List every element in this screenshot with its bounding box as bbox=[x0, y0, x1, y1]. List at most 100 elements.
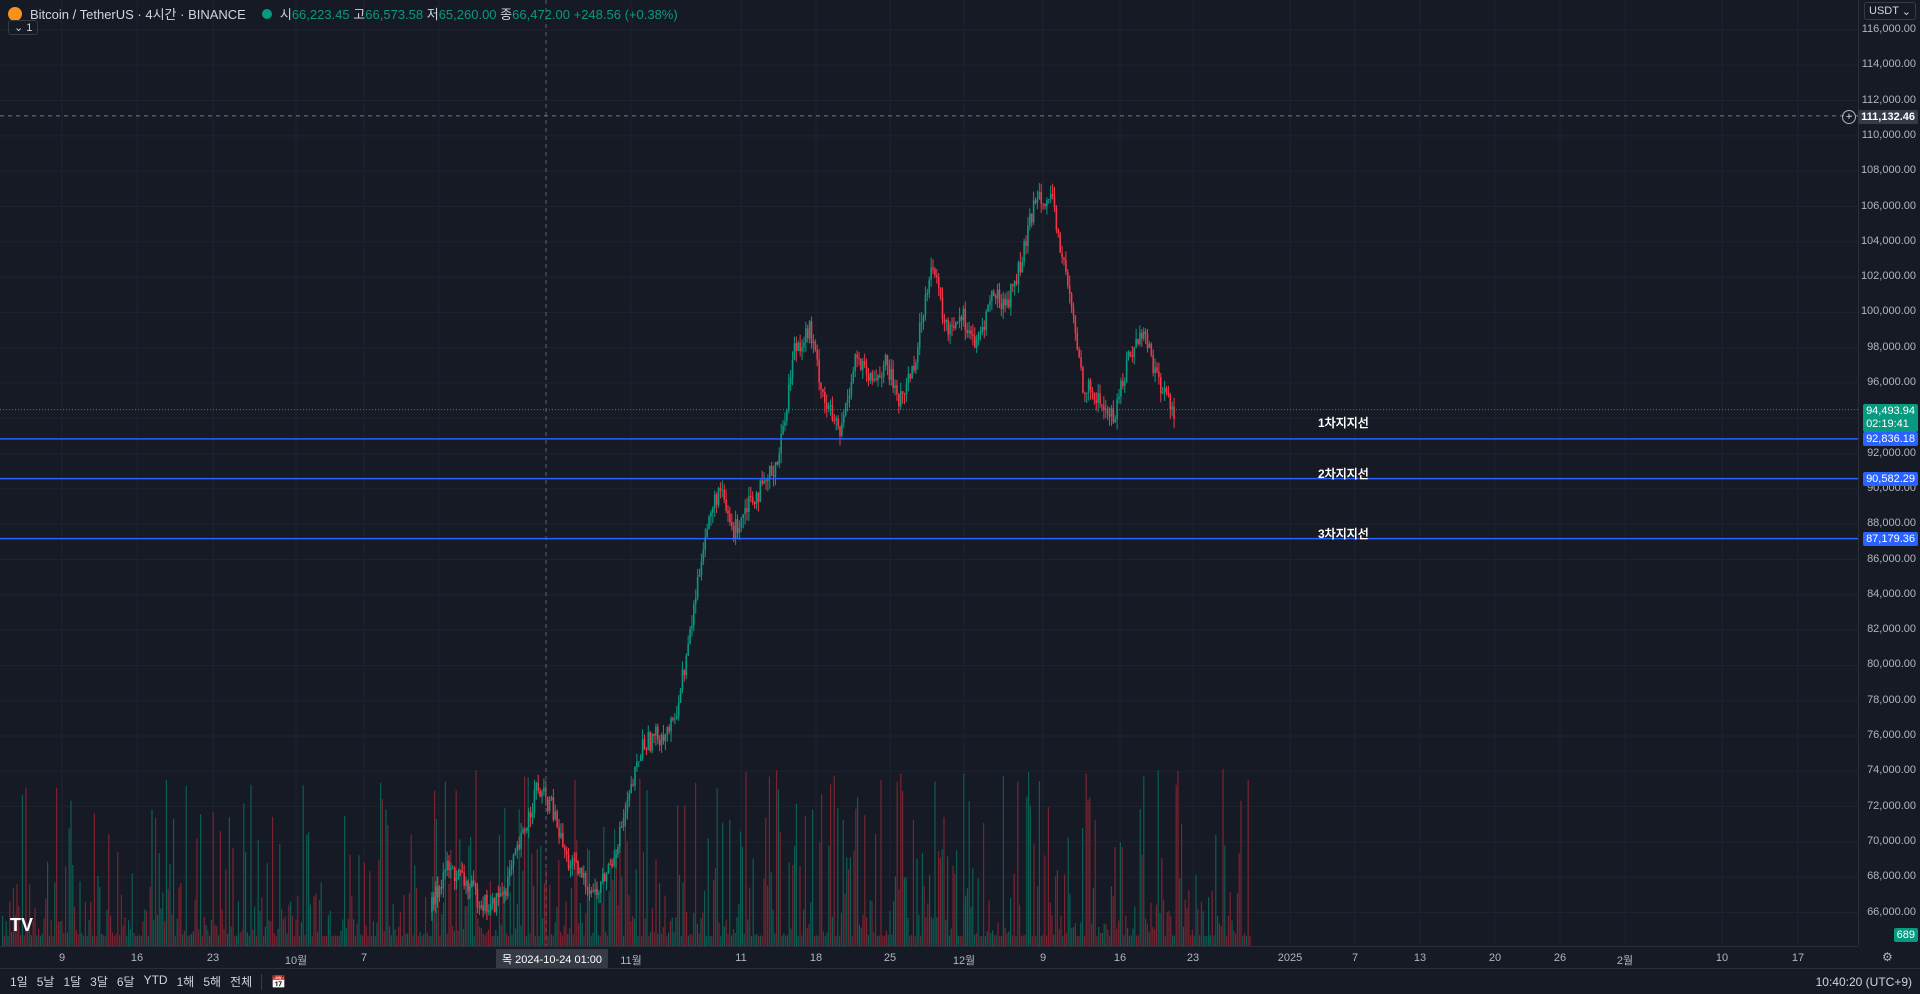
range-button[interactable]: 5날 bbox=[36, 975, 55, 989]
volume-bar bbox=[884, 935, 886, 946]
support-line-label[interactable]: 3차지지선 bbox=[1318, 526, 1369, 541]
volume-bar bbox=[606, 935, 608, 946]
volume-bar bbox=[1085, 773, 1087, 946]
volume-bar bbox=[403, 894, 405, 946]
range-button[interactable]: 1해 bbox=[176, 975, 195, 989]
clock[interactable]: 10:40:20 (UTC+9) bbox=[1815, 974, 1912, 989]
candle-body bbox=[719, 488, 722, 491]
volume-bar bbox=[763, 878, 765, 946]
time-tick: 18 bbox=[809, 952, 823, 964]
goto-date-icon[interactable]: 📅 bbox=[271, 974, 287, 989]
volume-bar bbox=[137, 935, 139, 946]
candle-body bbox=[799, 342, 801, 352]
price-tick: 102,000.00 bbox=[1860, 270, 1916, 283]
support-line-label[interactable]: 2차지지선 bbox=[1318, 466, 1369, 481]
candle-body bbox=[808, 321, 811, 339]
volume-bar bbox=[734, 933, 736, 946]
symbol-title[interactable]: Bitcoin / TetherUS · 4시간 · BINANCE bbox=[30, 7, 246, 22]
price-tick: 106,000.00 bbox=[1860, 199, 1916, 212]
volume-bar bbox=[128, 920, 130, 946]
volume-bar bbox=[48, 935, 50, 946]
time-axis[interactable]: 17 10 2월 26 20 13 7 2025 23 16 9 12월 25 18 11 11월 7 10월 23… bbox=[0, 946, 1858, 969]
volume-bar bbox=[464, 906, 466, 946]
range-button[interactable]: 5해 bbox=[203, 975, 222, 989]
collapse-indicators-button[interactable]: ⌄ 1 bbox=[8, 20, 39, 35]
candle-body bbox=[655, 726, 657, 736]
volume-bar bbox=[957, 935, 959, 946]
volume-bar bbox=[534, 935, 536, 946]
volume-bar bbox=[893, 901, 895, 946]
volume-bar bbox=[234, 935, 236, 946]
candle-body bbox=[898, 394, 900, 407]
candle-body bbox=[581, 867, 583, 878]
range-button[interactable]: 전체 bbox=[230, 975, 253, 989]
volume-bar bbox=[162, 892, 164, 946]
volume-bar bbox=[54, 882, 56, 946]
volume-bar bbox=[999, 935, 1001, 946]
volume-bar bbox=[662, 927, 664, 946]
volume-bar bbox=[848, 869, 850, 946]
price-tick: 98,000.00 bbox=[1867, 340, 1916, 353]
volume-bar bbox=[686, 911, 688, 946]
candle-body bbox=[1057, 229, 1060, 234]
range-button[interactable]: 3달 bbox=[90, 975, 108, 989]
volume-bar bbox=[30, 935, 32, 946]
volume-bar bbox=[320, 882, 322, 946]
volume-bar bbox=[466, 905, 468, 946]
candle-body bbox=[1076, 333, 1079, 350]
volume-bar bbox=[34, 908, 36, 946]
volume-bar bbox=[657, 933, 659, 946]
volume-bar bbox=[84, 901, 86, 946]
add-alert-icon[interactable]: + bbox=[1842, 110, 1856, 124]
volume-bar bbox=[252, 929, 254, 946]
range-button[interactable]: 1달 bbox=[63, 975, 82, 989]
volume-bar bbox=[381, 799, 383, 946]
volume-bar bbox=[113, 935, 115, 946]
range-button[interactable]: 6달 bbox=[116, 975, 135, 989]
volume-bar bbox=[70, 800, 72, 946]
volume-bar bbox=[509, 892, 511, 946]
support-line-label[interactable]: 1차지지선 bbox=[1318, 415, 1369, 430]
volume-bar bbox=[1139, 809, 1141, 946]
volume-bar bbox=[189, 934, 191, 946]
volume-bar bbox=[581, 922, 583, 946]
range-button[interactable]: YTD bbox=[143, 973, 168, 987]
settings-icon[interactable]: ⚙ bbox=[1882, 950, 1893, 964]
volume-bar bbox=[396, 935, 398, 946]
volume-bar bbox=[826, 932, 828, 946]
volume-bar bbox=[1188, 890, 1190, 946]
volume-bar bbox=[302, 785, 304, 946]
volume-bar bbox=[597, 934, 599, 946]
candle-body bbox=[1163, 387, 1166, 393]
price-axis[interactable]: USDT ⌄ 116,000.00 114,000.00 112,000.00 110… bbox=[1858, 0, 1920, 946]
time-tick: 13 bbox=[1413, 952, 1427, 964]
volume-bar bbox=[288, 904, 290, 946]
candle-body bbox=[562, 832, 564, 848]
price-chart[interactable] bbox=[0, 0, 1858, 946]
candle-body bbox=[825, 402, 828, 409]
volume-bar bbox=[365, 925, 367, 946]
volume-bar bbox=[718, 922, 720, 946]
volume-bar bbox=[131, 873, 133, 946]
volume-bar bbox=[117, 852, 119, 946]
volume-bar bbox=[423, 934, 425, 946]
volume-bar bbox=[1125, 915, 1127, 946]
volume-bar bbox=[286, 933, 288, 946]
volume-bar bbox=[45, 898, 47, 946]
volume-bar bbox=[621, 876, 623, 946]
volume-bar bbox=[1159, 913, 1161, 946]
candle-body bbox=[613, 857, 615, 867]
candle-body bbox=[920, 322, 923, 324]
volume-bar bbox=[792, 865, 794, 946]
candle-body bbox=[660, 734, 663, 746]
candle-body bbox=[499, 893, 502, 897]
currency-select[interactable]: USDT ⌄ bbox=[1864, 2, 1916, 20]
time-tick: 12월 bbox=[952, 955, 976, 967]
volume-bar bbox=[1143, 776, 1145, 946]
volume-bar bbox=[43, 918, 45, 946]
candle-body bbox=[770, 465, 773, 476]
volume-bar bbox=[259, 911, 261, 946]
range-button[interactable]: 1일 bbox=[10, 975, 28, 989]
volume-bar bbox=[410, 834, 412, 946]
volume-bar bbox=[680, 935, 682, 946]
